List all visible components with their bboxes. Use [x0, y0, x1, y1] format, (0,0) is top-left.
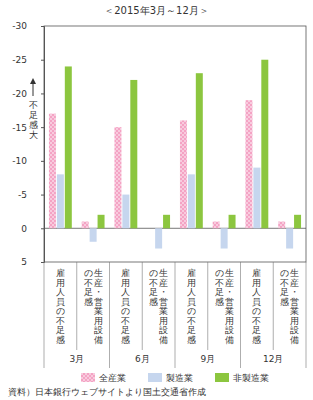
legend-item: 全産業 — [81, 373, 126, 383]
bar — [122, 195, 129, 229]
source-note: 資料）日本銀行ウェブサイトより国土交通省作成 — [8, 387, 206, 397]
category-separator — [142, 262, 143, 350]
legend: 全産業 製造業 非製造業 — [81, 373, 269, 383]
bar — [188, 174, 195, 228]
bar — [229, 215, 236, 228]
category-separators — [44, 262, 306, 368]
legend-swatch — [148, 373, 162, 382]
bar — [65, 66, 72, 228]
y-tick-label: -15 — [12, 123, 27, 133]
y-tick-label: -20 — [12, 89, 27, 99]
y-tick-label: -5 — [18, 190, 27, 200]
y-tick-mark — [41, 127, 44, 128]
bar — [130, 80, 137, 228]
legend-swatch — [215, 373, 229, 382]
bar — [213, 222, 220, 229]
category-label: 生産・営業用設備の不足感 — [280, 268, 299, 345]
y-tick: 5 — [21, 257, 44, 267]
y-tick-mark — [41, 26, 44, 27]
group-label: 9月 — [200, 354, 215, 364]
category-label: 雇用人員の不足感 — [121, 268, 130, 345]
y-tick-mark — [41, 195, 44, 196]
group-label: 6月 — [135, 354, 150, 364]
bar — [294, 215, 301, 228]
bar — [261, 60, 268, 229]
chart-container: ＜2015年3月～12月＞ 5 0 -5 -10 -15 -20 -25 -30 不足感大雇用人員… — [0, 0, 313, 400]
bar — [286, 228, 293, 248]
category-separator — [207, 262, 208, 350]
legend-label: 製造業 — [166, 373, 193, 383]
legend-swatch — [81, 373, 95, 382]
y-tick: -20 — [12, 89, 44, 99]
y-tick: -30 — [12, 21, 44, 31]
y-tick-mark — [41, 60, 44, 61]
y-tick-mark — [41, 161, 44, 162]
y-axis: 5 0 -5 -10 -15 -20 -25 -30 — [12, 21, 44, 267]
category-label: 雇用人員の不足感 — [56, 268, 65, 345]
group-separator — [109, 262, 110, 368]
group-separator — [175, 262, 176, 368]
bar — [98, 215, 105, 228]
group-label: 12月 — [263, 354, 283, 364]
y-tick-label: -30 — [12, 21, 27, 31]
y-label: 不足感大 — [29, 100, 38, 140]
bar — [180, 120, 187, 228]
bar — [147, 228, 154, 229]
title: ＜2015年3月～12月＞ — [104, 5, 209, 16]
bar — [82, 222, 89, 229]
bar — [114, 127, 121, 228]
legend-label: 非製造業 — [233, 373, 269, 383]
bars — [49, 60, 301, 249]
y-tick-label: 0 — [21, 224, 27, 234]
y-tick: -5 — [18, 190, 44, 200]
y-tick-label: -25 — [12, 55, 27, 65]
category-label: 雇用人員の不足感 — [187, 268, 196, 345]
bar — [49, 114, 56, 229]
legend-item: 非製造業 — [215, 373, 269, 383]
y-tick: 0 — [21, 224, 44, 234]
bar — [196, 73, 203, 228]
group-separator — [306, 262, 307, 368]
category-label: 生産・営業用設備の不足感 — [84, 268, 103, 345]
bar — [57, 174, 64, 228]
category-label: 生産・営業用設備の不足感 — [215, 268, 234, 345]
group-separator — [240, 262, 241, 368]
y-tick: -25 — [12, 55, 44, 65]
category-separator — [273, 262, 274, 350]
group-label: 3月 — [69, 354, 84, 364]
chart-svg: ＜2015年3月～12月＞ 5 0 -5 -10 -15 -20 -25 -30 不足感大雇用人員… — [0, 0, 313, 400]
plot-frame — [44, 26, 306, 262]
category-separator — [76, 262, 77, 350]
y-axis-line — [41, 27, 45, 263]
y-label-arrowhead — [30, 78, 36, 84]
y-tick-mark — [41, 93, 44, 94]
y-tick-label: -10 — [12, 156, 27, 166]
y-tick: -10 — [12, 156, 44, 166]
category-label: 生産・営業用設備の不足感 — [149, 268, 168, 345]
y-tick-mark — [41, 262, 44, 263]
legend-label: 全産業 — [99, 373, 126, 383]
bar — [278, 222, 285, 229]
group-separator — [44, 262, 45, 368]
bar — [90, 228, 97, 241]
y-tick-mark — [41, 228, 44, 229]
legend-item: 製造業 — [148, 373, 193, 383]
bar — [245, 100, 252, 228]
bar — [155, 228, 162, 248]
bar — [253, 168, 260, 229]
bar — [163, 215, 170, 228]
category-label: 雇用人員の不足感 — [252, 268, 261, 345]
bar — [221, 228, 228, 248]
y-tick-label: 5 — [21, 257, 27, 267]
